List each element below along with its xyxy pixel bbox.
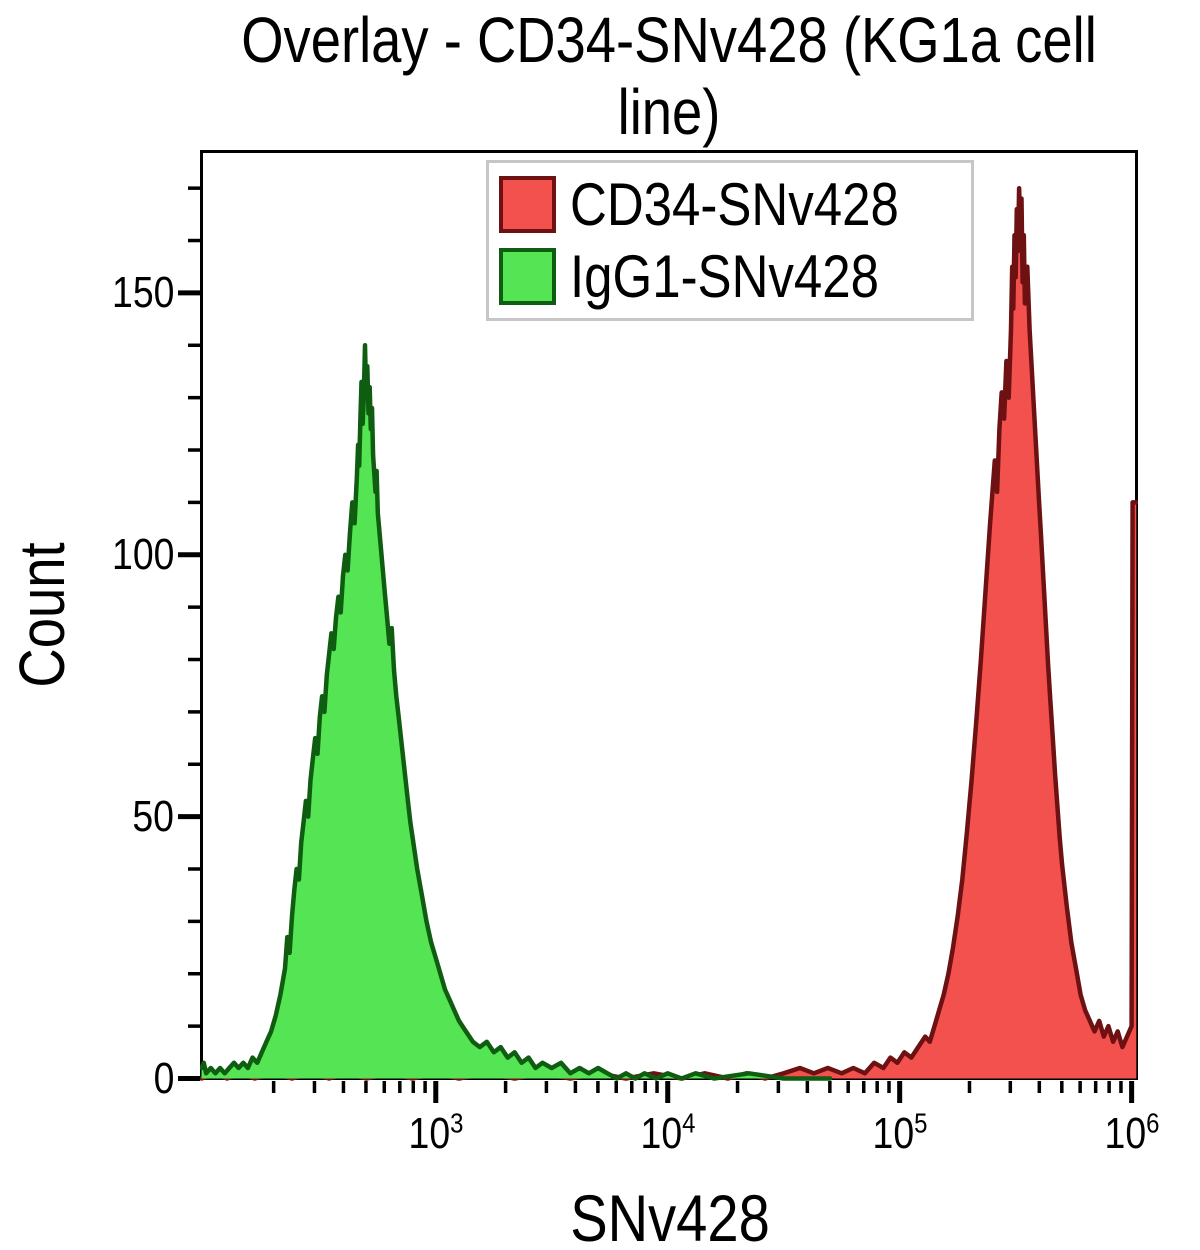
- legend-entry-igg1: IgG1-SNv428: [499, 244, 957, 309]
- x-tick-label: 106: [1104, 1107, 1160, 1158]
- legend: CD34-SNv428 IgG1-SNv428: [486, 160, 974, 321]
- legend-label-cd34: CD34-SNv428: [570, 170, 899, 238]
- y-tick-label: 100: [111, 529, 174, 579]
- histogram-outline-igg1: [200, 343, 833, 1081]
- x-tick-label: 105: [872, 1107, 928, 1158]
- x-axis-label: SNv428: [570, 1181, 770, 1250]
- y-tick-label: 50: [132, 791, 174, 841]
- legend-label-igg1: IgG1-SNv428: [570, 242, 879, 310]
- legend-entry-cd34: CD34-SNv428: [499, 172, 957, 237]
- x-tick-label: 104: [640, 1107, 696, 1158]
- igg1-green-swatch-icon: [499, 248, 556, 305]
- y-tick-label: 0: [153, 1053, 174, 1103]
- chart-title: Overlay - CD34-SNv428 (KG1a cell line): [241, 4, 1097, 149]
- histogram-fill-igg1: [201, 345, 831, 1079]
- y-axis-label: Count: [6, 542, 78, 688]
- histogram-fill-cd34: [201, 188, 1137, 1079]
- y-tick-label: 150: [111, 267, 174, 317]
- cd34-red-swatch-icon: [499, 176, 556, 233]
- x-tick-label: 103: [408, 1107, 464, 1158]
